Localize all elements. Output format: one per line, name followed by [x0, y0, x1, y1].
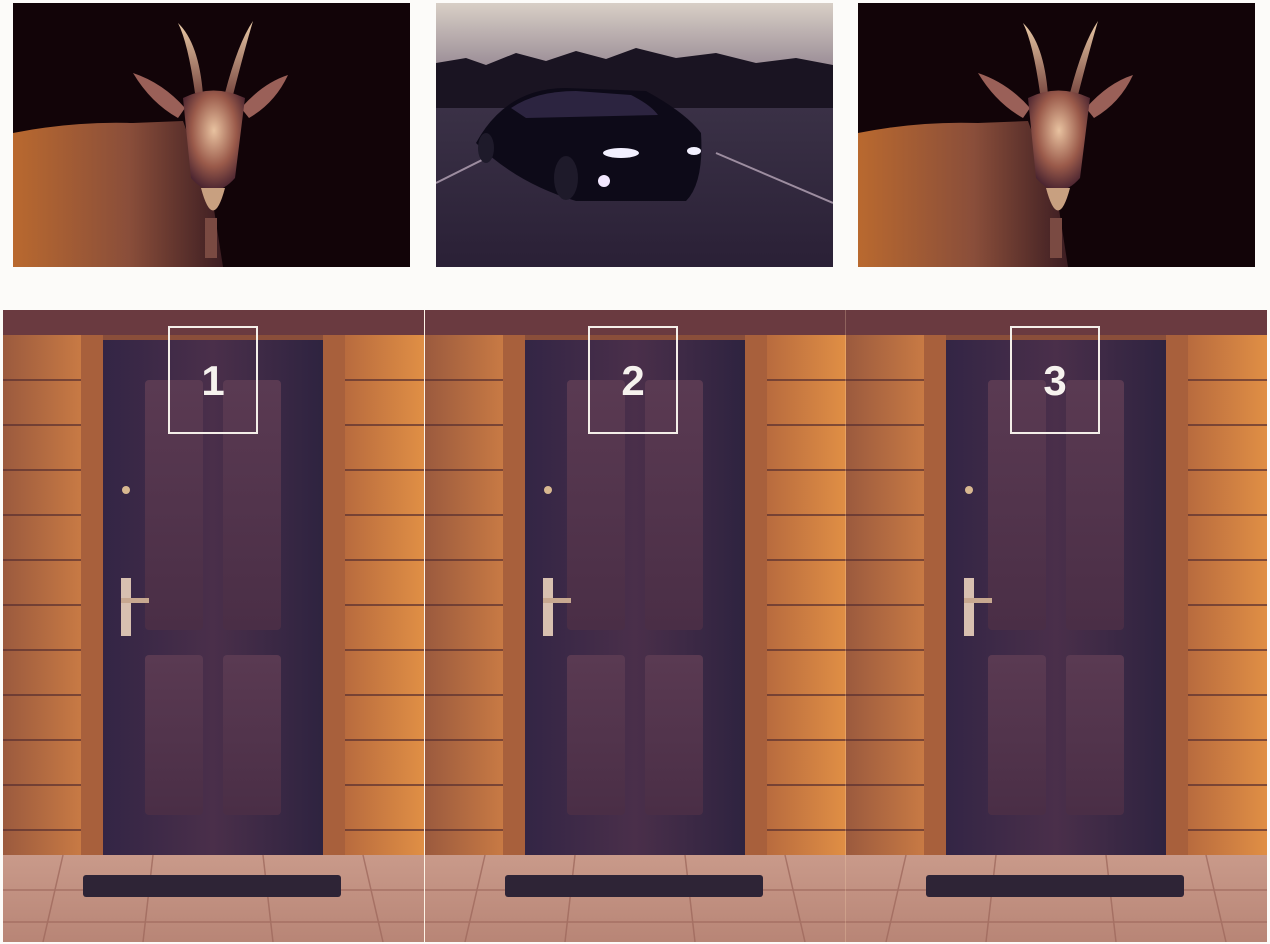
door-number-box: 1 [168, 326, 258, 434]
door-1[interactable]: 1 [3, 310, 424, 942]
goat-image-1 [13, 3, 410, 267]
door-number-label: 3 [1043, 357, 1067, 404]
door-number-box: 2 [588, 326, 678, 434]
door-number-label: 2 [621, 357, 645, 404]
door-number-label: 1 [201, 357, 225, 404]
goat-image-2 [858, 3, 1255, 267]
door-2[interactable]: 2 [424, 310, 846, 942]
car-image [436, 3, 833, 267]
door-number-box: 3 [1010, 326, 1100, 434]
door-3[interactable]: 3 [845, 310, 1267, 942]
doors-row: 1 [3, 310, 1267, 942]
